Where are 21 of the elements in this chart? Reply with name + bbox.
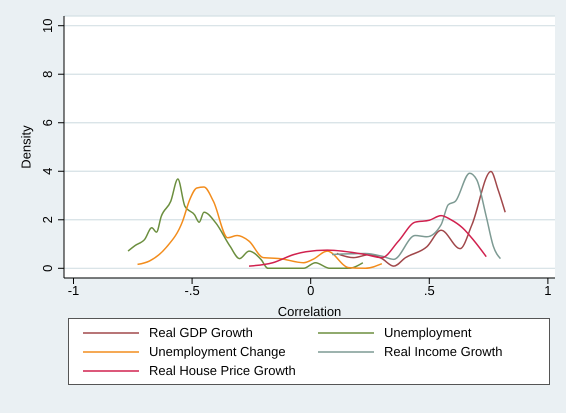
- y-tick-label: 8: [40, 70, 55, 78]
- y-tick-label: 0: [40, 264, 55, 272]
- legend-label: Unemployment Change: [149, 344, 286, 359]
- y-tick-label: 2: [40, 216, 55, 224]
- legend-label: Unemployment: [384, 325, 472, 340]
- x-tick-label: -1: [68, 283, 80, 298]
- x-tick-label: 0: [307, 283, 314, 298]
- y-tick-label: 6: [40, 119, 55, 126]
- y-tick-label: 10: [40, 18, 55, 33]
- x-tick-label: 1: [544, 283, 552, 298]
- line-series: [248, 214, 487, 267]
- x-axis-title: Correlation: [278, 304, 342, 319]
- line-series: [127, 178, 364, 270]
- x-tick-label: .5: [424, 283, 435, 298]
- line-series: [136, 186, 383, 270]
- legend-label: Real Income Growth: [384, 344, 502, 359]
- y-axis-title: Density: [18, 124, 34, 169]
- legend-label: Real House Price Growth: [149, 363, 296, 378]
- legend-label: Real GDP Growth: [149, 325, 253, 340]
- x-tick-label: -.5: [184, 283, 200, 298]
- y-tick-label: 4: [40, 168, 55, 175]
